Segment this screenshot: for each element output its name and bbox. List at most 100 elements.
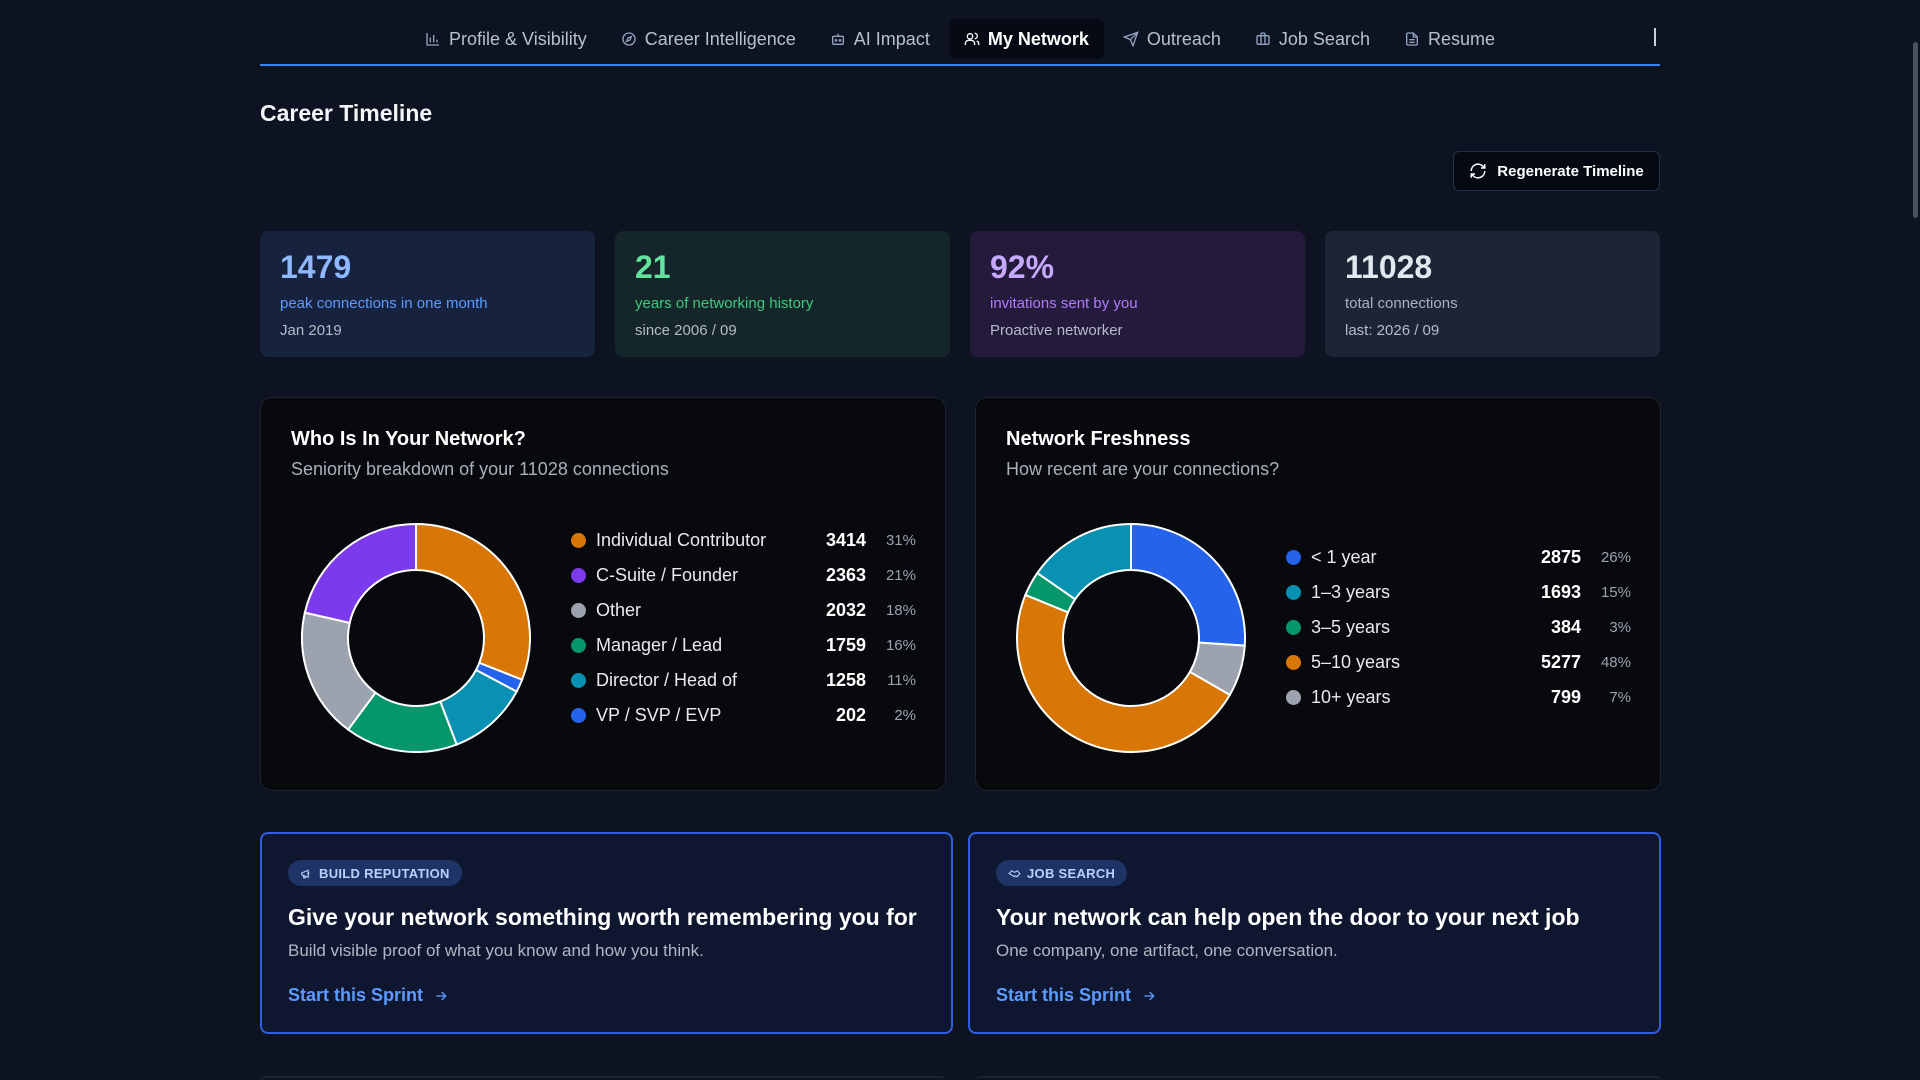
briefcase-icon [1256, 32, 1270, 45]
tab-label: Job Search [1278, 28, 1370, 49]
donut-slice-1-year[interactable] [1130, 523, 1246, 647]
sprint-card-job-search[interactable]: JOB SEARCH Your network can help open th… [968, 832, 1661, 1034]
chart-subtitle: Seniority breakdown of your 11028 connec… [291, 459, 669, 479]
donut-slice-5-10-years[interactable] [1016, 593, 1232, 753]
sprint-badge: JOB SEARCH [996, 860, 1128, 886]
donut-slice-1-3-years[interactable] [1035, 523, 1132, 601]
chart-subtitle: How recent are your connections? [1006, 459, 1280, 479]
tab-career-intelligence[interactable]: Career Intelligence [606, 19, 811, 59]
stat-value: 1479 [280, 249, 352, 285]
legend-swatch [1286, 655, 1301, 670]
tab-label: Resume [1427, 28, 1495, 49]
legend-percent: 31% [885, 532, 916, 549]
page-scrollbar[interactable] [1910, 0, 1920, 1080]
tab-label: My Network [987, 28, 1089, 49]
legend-label: < 1 year [1311, 547, 1377, 567]
legend-value: 384 [1550, 617, 1581, 637]
send-icon [1122, 31, 1139, 47]
tab-profile-visibility[interactable]: Profile & Visibility [410, 19, 602, 59]
handshake-icon [1008, 869, 1021, 877]
chart-title: Who Is In Your Network? [291, 428, 526, 450]
stat-sub: Jan 2019 [280, 322, 342, 339]
seniority-chart-panel: Who Is In Your Network? Seniority breakd… [260, 397, 946, 791]
legend-label: Individual Contributor [596, 530, 767, 550]
sprint-description: One company, one artifact, one conversat… [996, 941, 1338, 960]
seniority-legend: Individual Contributor 3414 31% C-Suite / F… [571, 523, 916, 733]
stat-label: years of networking history [635, 295, 814, 312]
tab-label: AI Impact [853, 28, 930, 49]
legend-row-3-5-years: 3–5 years 384 3% [1286, 610, 1631, 645]
stat-sub: last: 2026 / 09 [1345, 322, 1440, 339]
start-sprint-link[interactable]: Start this Sprint [288, 985, 449, 1006]
legend-value: 2032 [825, 600, 866, 620]
legend-label: 10+ years [1311, 687, 1391, 707]
main-container: Profile & Visibility Career Intelligence… [260, 0, 1661, 1078]
tab-label: Career Intelligence [644, 28, 796, 49]
legend-swatch [571, 533, 586, 548]
bar-chart-icon [426, 33, 439, 46]
legend-percent: 18% [885, 602, 916, 619]
stat-card-peak-connections: 1479 peak connections in one month Jan 2… [260, 231, 595, 357]
legend-row-5-10-years: 5–10 years 5277 48% [1286, 645, 1631, 680]
stat-label: invitations sent by you [990, 295, 1138, 312]
stat-card-years-history: 21 years of networking history since 200… [615, 231, 950, 357]
legend-value: 2363 [825, 565, 866, 585]
regenerate-label: Regenerate Timeline [1497, 162, 1644, 180]
stat-card-total-connections: 11028 total connections last: 2026 / 09 [1325, 231, 1660, 357]
badge-label: BUILD REPUTATION [319, 865, 450, 881]
donut-slice-individual-contributor[interactable] [415, 523, 531, 681]
megaphone-icon [301, 868, 310, 878]
start-sprint-link[interactable]: Start this Sprint [996, 985, 1157, 1006]
next-panel-edge [260, 1076, 946, 1080]
regenerate-timeline-button[interactable]: Regenerate Timeline [1453, 151, 1660, 191]
tab-label: Outreach [1146, 28, 1221, 49]
legend-label: 1–3 years [1311, 582, 1391, 602]
robot-icon [831, 33, 844, 45]
stat-sub: Proactive networker [990, 322, 1123, 339]
compass-icon [622, 32, 636, 46]
donut-slice-c-suite-founder[interactable] [303, 523, 417, 625]
legend-percent: 3% [1609, 619, 1631, 636]
legend-percent: 48% [1600, 654, 1631, 671]
tab-outreach[interactable]: Outreach [1108, 19, 1236, 59]
legend-swatch [571, 708, 586, 723]
legend-value: 1693 [1540, 582, 1581, 602]
legend-label: 5–10 years [1311, 652, 1401, 672]
text-cursor [1654, 28, 1656, 46]
tab-resume[interactable]: Resume [1389, 19, 1510, 59]
stat-value: 92% [990, 249, 1055, 285]
legend-row-director-head-of: Director / Head of 1258 11% [571, 663, 916, 698]
start-sprint-label: Start this Sprint [996, 985, 1132, 1005]
legend-swatch [1286, 550, 1301, 565]
stat-value: 11028 [1345, 249, 1433, 285]
legend-label: 3–5 years [1311, 617, 1391, 637]
next-panel-edge [975, 1076, 1661, 1080]
sprint-title: Your network can help open the door to y… [996, 904, 1580, 930]
document-icon [1405, 32, 1418, 46]
tab-my-network[interactable]: My Network [948, 19, 1104, 59]
chart-title: Network Freshness [1006, 428, 1191, 450]
freshness-donut-chart [1016, 523, 1246, 753]
legend-row-individual-contributor: Individual Contributor 3414 31% [571, 523, 916, 558]
legend-swatch [1286, 585, 1301, 600]
legend-percent: 11% [887, 672, 916, 689]
arrow-right-icon [436, 991, 447, 1000]
legend-percent: 2% [894, 707, 916, 724]
legend-value: 5277 [1540, 652, 1581, 672]
legend-row-manager-lead: Manager / Lead 1759 16% [571, 628, 916, 663]
sprint-description: Build visible proof of what you know and… [288, 941, 704, 960]
stat-value: 21 [635, 249, 671, 285]
start-sprint-label: Start this Sprint [288, 985, 424, 1005]
legend-value: 202 [835, 705, 866, 725]
badge-label: JOB SEARCH [1027, 865, 1116, 881]
legend-row-vp-svp-evp: VP / SVP / EVP 202 2% [571, 698, 916, 733]
legend-percent: 15% [1600, 584, 1631, 601]
tab-job-search[interactable]: Job Search [1240, 19, 1385, 59]
seniority-donut-chart [301, 523, 531, 753]
legend-value: 1759 [825, 635, 866, 655]
legend-swatch [1286, 620, 1301, 635]
legend-percent: 26% [1600, 549, 1631, 566]
tab-ai-impact[interactable]: AI Impact [815, 19, 945, 59]
sprint-card-build-reputation[interactable]: BUILD REPUTATION Give your network somet… [260, 832, 953, 1034]
scrollbar-thumb[interactable] [1913, 42, 1918, 218]
